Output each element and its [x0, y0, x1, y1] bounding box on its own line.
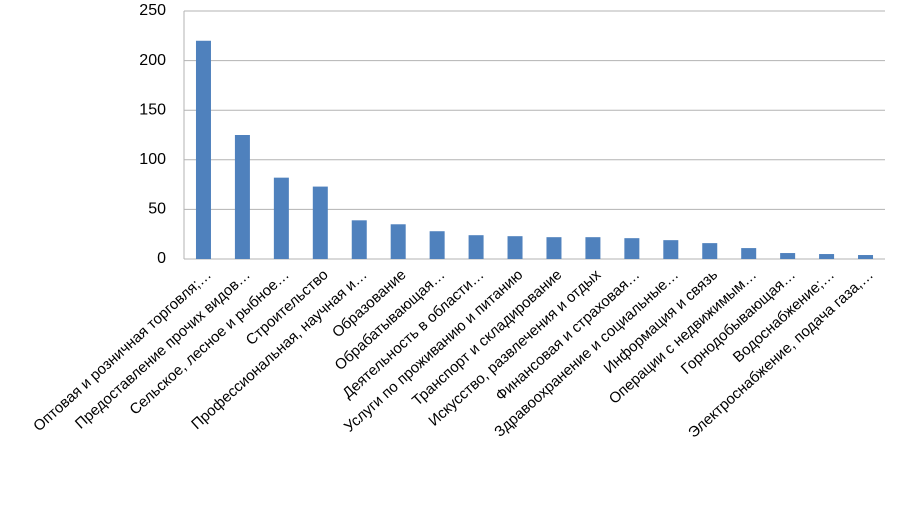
y-tick-label: 250 — [139, 2, 166, 19]
bar — [741, 248, 757, 259]
bar — [468, 235, 484, 259]
bar — [546, 237, 562, 259]
bar — [273, 177, 289, 259]
bar — [429, 231, 445, 259]
bar — [585, 237, 601, 259]
bar — [312, 186, 328, 259]
bar — [507, 236, 523, 259]
bar — [195, 40, 211, 260]
bar — [780, 253, 796, 259]
y-tick-label: 200 — [139, 52, 166, 69]
bar — [624, 238, 640, 259]
bar — [390, 224, 406, 259]
bar — [234, 135, 250, 259]
y-tick-label: 50 — [148, 201, 166, 218]
bar — [819, 254, 835, 259]
bar — [858, 255, 874, 259]
y-tick-label: 0 — [157, 250, 166, 267]
x-tick-label: Сельское, лесное и рыбное… — [126, 266, 292, 418]
bar — [702, 243, 718, 259]
bar — [663, 240, 679, 259]
y-tick-label: 100 — [139, 151, 166, 168]
bar — [351, 220, 367, 259]
y-tick-label: 150 — [139, 101, 166, 118]
